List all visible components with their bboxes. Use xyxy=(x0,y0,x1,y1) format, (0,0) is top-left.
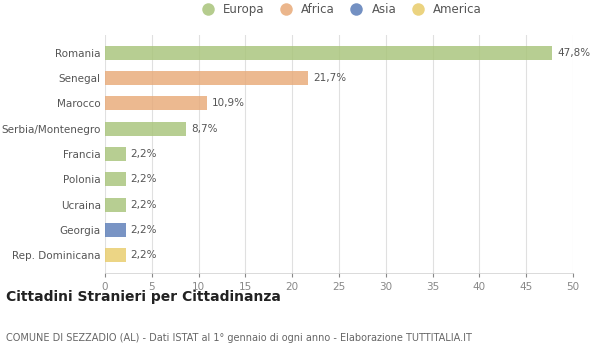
Bar xyxy=(105,198,125,211)
Text: 21,7%: 21,7% xyxy=(313,73,346,83)
Text: COMUNE DI SEZZADIO (AL) - Dati ISTAT al 1° gennaio di ogni anno - Elaborazione T: COMUNE DI SEZZADIO (AL) - Dati ISTAT al … xyxy=(6,333,472,343)
Bar xyxy=(105,46,553,60)
Text: Cittadini Stranieri per Cittadinanza: Cittadini Stranieri per Cittadinanza xyxy=(6,290,281,304)
Text: 47,8%: 47,8% xyxy=(557,48,590,58)
Text: 2,2%: 2,2% xyxy=(130,149,157,159)
Bar xyxy=(105,71,308,85)
Bar xyxy=(105,248,125,262)
Text: 2,2%: 2,2% xyxy=(130,174,157,184)
Legend: Europa, Africa, Asia, America: Europa, Africa, Asia, America xyxy=(191,0,487,21)
Bar xyxy=(105,122,187,136)
Bar xyxy=(105,97,207,110)
Bar xyxy=(105,147,125,161)
Text: 2,2%: 2,2% xyxy=(130,225,157,235)
Bar xyxy=(105,172,125,186)
Text: 2,2%: 2,2% xyxy=(130,199,157,210)
Bar xyxy=(105,223,125,237)
Text: 10,9%: 10,9% xyxy=(212,98,245,108)
Text: 8,7%: 8,7% xyxy=(191,124,218,134)
Text: 2,2%: 2,2% xyxy=(130,250,157,260)
